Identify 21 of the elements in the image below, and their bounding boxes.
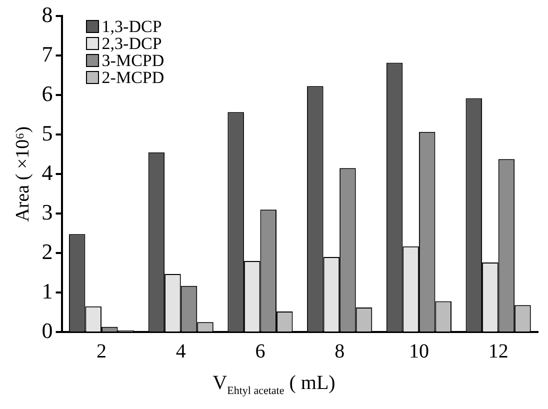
x-tick-label: 6 — [255, 340, 266, 362]
x-tick-label: 2 — [96, 340, 106, 362]
y-tick-label: 5 — [42, 120, 53, 146]
y-tick-label: 4 — [42, 160, 53, 185]
y-tick-label: 7 — [42, 41, 53, 66]
x-tick-label: 8 — [334, 340, 345, 362]
legend-label: 1,3-DCP — [102, 17, 162, 36]
legend-label: 2-MCPD — [102, 68, 164, 88]
x-tick-label: 4 — [176, 340, 186, 362]
x-tick-label: 10 — [408, 340, 429, 362]
y-tick-label: 0 — [42, 318, 53, 343]
x-tick-label: 12 — [488, 340, 508, 362]
y-tick-label: 1 — [42, 278, 53, 304]
y-tick-label: 6 — [42, 80, 53, 106]
y-axis-title: Area ( ×10⁶) — [12, 126, 34, 222]
x-axis-title: V$_{Ehtyl acetate}$ ( mL) — [212, 372, 336, 397]
legend-label: 3-MCPD — [102, 51, 164, 70]
legend-label: 2,3-DCP — [102, 34, 162, 54]
y-tick-label: 2 — [42, 238, 53, 264]
y-tick-label: 8 — [42, 2, 53, 27]
y-tick-label: 3 — [42, 199, 53, 224]
